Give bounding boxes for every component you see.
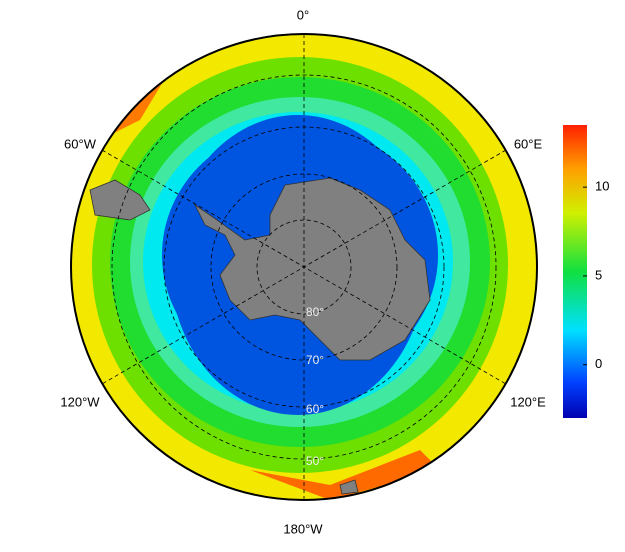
graticule [101,34,507,500]
colorbar-tick-label: 10 [595,179,609,194]
longitude-label: 180°W [283,521,323,536]
colorbar-tick-label: 5 [595,267,602,282]
map-border [70,33,538,501]
longitude-label: 120°W [60,394,100,409]
latitude-label: 70° [306,353,324,367]
longitude-label: 60°W [64,136,97,151]
longitude-label: 120°E [510,394,546,409]
latitude-label: 60° [306,402,324,416]
longitude-label: 0° [297,7,309,22]
latitude-label: 80° [306,305,324,319]
sea-surface-field [71,34,537,500]
colorbar-scale [563,125,587,418]
latitude-label: 50° [306,454,324,468]
colorbar: 0 5 10 [563,125,609,418]
colorbar-tick-label: 0 [595,356,602,371]
longitude-label: 60°E [514,136,543,151]
